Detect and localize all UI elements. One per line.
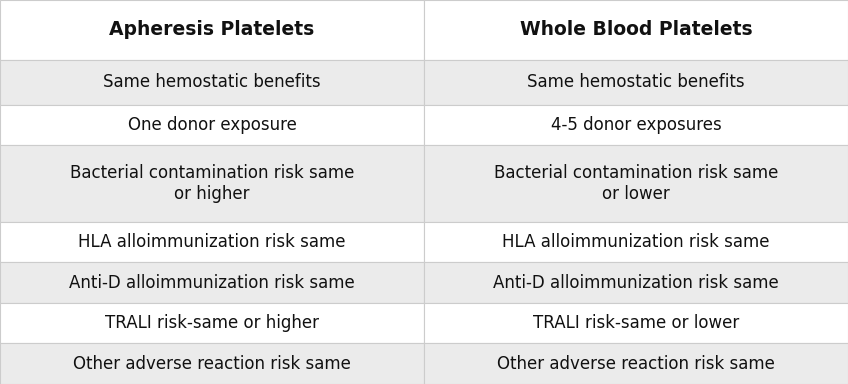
Text: Anti-D alloimmunization risk same: Anti-D alloimmunization risk same	[494, 274, 778, 291]
Text: Other adverse reaction risk same: Other adverse reaction risk same	[73, 355, 351, 373]
Text: Anti-D alloimmunization risk same: Anti-D alloimmunization risk same	[70, 274, 354, 291]
Text: HLA alloimmunization risk same: HLA alloimmunization risk same	[78, 233, 346, 251]
Text: Whole Blood Platelets: Whole Blood Platelets	[520, 20, 752, 39]
Bar	[0, 343, 424, 384]
Bar	[0, 303, 424, 343]
Text: 4-5 donor exposures: 4-5 donor exposures	[550, 116, 722, 134]
Bar	[0, 60, 424, 105]
Text: Bacterial contamination risk same
or lower: Bacterial contamination risk same or low…	[494, 164, 778, 203]
Text: Other adverse reaction risk same: Other adverse reaction risk same	[497, 355, 775, 373]
Text: TRALI risk-same or lower: TRALI risk-same or lower	[533, 314, 739, 332]
Bar	[0, 262, 424, 303]
Bar	[0, 222, 424, 262]
Bar	[0, 0, 424, 60]
Bar	[0, 146, 424, 222]
Text: One donor exposure: One donor exposure	[127, 116, 297, 134]
Text: Same hemostatic benefits: Same hemostatic benefits	[103, 73, 321, 91]
Bar	[424, 105, 848, 146]
Bar	[0, 105, 424, 146]
Bar	[424, 146, 848, 222]
Text: Bacterial contamination risk same
or higher: Bacterial contamination risk same or hig…	[70, 164, 354, 203]
Text: Apheresis Platelets: Apheresis Platelets	[109, 20, 315, 39]
Text: Same hemostatic benefits: Same hemostatic benefits	[527, 73, 745, 91]
Bar	[424, 262, 848, 303]
Bar	[424, 303, 848, 343]
Text: HLA alloimmunization risk same: HLA alloimmunization risk same	[502, 233, 770, 251]
Bar	[424, 222, 848, 262]
Bar	[424, 60, 848, 105]
Bar	[424, 343, 848, 384]
Bar	[424, 0, 848, 60]
Text: TRALI risk-same or higher: TRALI risk-same or higher	[105, 314, 319, 332]
